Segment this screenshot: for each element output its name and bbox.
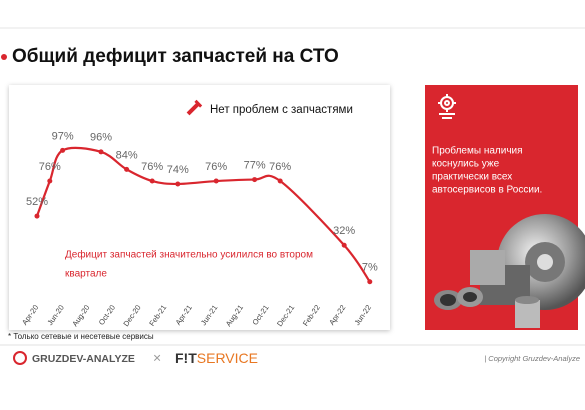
data-point [98, 149, 104, 155]
parts-image [434, 214, 585, 328]
data-label: 76% [39, 161, 61, 173]
data-label: 52% [26, 196, 48, 208]
data-label: 97% [52, 130, 74, 142]
data-label: 96% [90, 132, 112, 144]
data-point [175, 181, 181, 187]
logo-right: F!TSERVICE [175, 350, 258, 366]
data-point [47, 178, 53, 184]
annotation: квартале [65, 269, 107, 280]
data-point [149, 178, 155, 184]
logo-separator: × [153, 350, 161, 366]
data-label: 74% [167, 164, 189, 176]
data-label: 76% [205, 161, 227, 173]
gear-icon [438, 94, 456, 119]
logo-icon [13, 351, 27, 365]
logo-right-a: F!T [175, 350, 197, 366]
data-label: 84% [116, 149, 138, 161]
panel-text: Проблемы наличия [432, 145, 523, 157]
data-label: 77% [244, 159, 266, 171]
footnote: * Только сетевые и несетевые сервисы [8, 332, 154, 341]
data-point [341, 242, 347, 248]
chart-title: Нет проблем с запчастями [210, 104, 353, 116]
logo-right-b: SERVICE [197, 350, 258, 366]
data-label: 7% [362, 262, 378, 274]
copyright: | Copyright Gruzdev-Analyze [484, 354, 580, 363]
panel-text: практически всех [432, 172, 512, 183]
data-point [34, 213, 40, 219]
data-point [252, 177, 258, 183]
panel-text: автосервисов в России. [432, 185, 542, 196]
chart-card [9, 85, 390, 330]
data-point [367, 279, 373, 285]
data-label: 76% [269, 161, 291, 173]
title-bullet [1, 54, 7, 60]
panel-text: коснулись уже [432, 159, 500, 170]
data-point [277, 178, 283, 184]
data-point [60, 147, 66, 153]
logo-left: GRUZDEV-ANALYZE [32, 353, 135, 365]
data-label: 32% [333, 225, 355, 237]
slide-title: Общий дефицит запчастей на СТО [12, 46, 339, 67]
data-label: 76% [141, 161, 163, 173]
title-icon [186, 99, 203, 116]
data-point [213, 178, 219, 184]
data-point [124, 166, 130, 172]
annotation: Дефицит запчастей значительно усилился в… [65, 249, 313, 261]
